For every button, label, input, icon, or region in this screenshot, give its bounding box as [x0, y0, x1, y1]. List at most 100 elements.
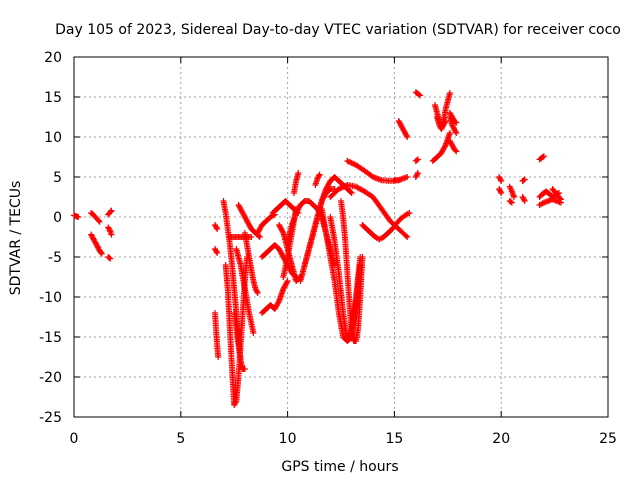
- series-markers: [429, 130, 453, 164]
- series-track-ae: [327, 182, 411, 240]
- series-track-d: [105, 207, 115, 218]
- series-markers: [536, 153, 547, 163]
- y-tick-label: -15: [39, 330, 62, 346]
- y-tick-label: -10: [39, 290, 62, 306]
- series-track-aj: [412, 89, 423, 99]
- series-markers: [212, 310, 222, 360]
- series-track-ax: [519, 194, 528, 204]
- series-track-l: [226, 234, 255, 240]
- series-track-ag: [359, 210, 413, 243]
- series-markers: [88, 231, 105, 257]
- series-markers: [506, 183, 517, 200]
- y-tick-label: 20: [44, 50, 62, 66]
- series-track-aq: [446, 138, 460, 155]
- series-markers: [391, 174, 411, 184]
- series-markers: [412, 156, 421, 164]
- series-markers: [506, 198, 515, 206]
- series-markers: [231, 310, 248, 372]
- series-track-p: [241, 230, 261, 296]
- series-markers: [233, 246, 257, 336]
- series-markers: [226, 234, 255, 240]
- series-markers: [536, 196, 564, 208]
- series-markers: [519, 194, 528, 204]
- y-tick-label: -25: [39, 410, 62, 426]
- series-track-z: [301, 186, 338, 268]
- y-tick-label: -5: [48, 250, 62, 266]
- series-track-au: [506, 183, 517, 200]
- series-markers: [88, 210, 103, 225]
- x-tick-label: 25: [599, 431, 617, 447]
- y-tick-label: -20: [39, 370, 62, 386]
- series-markers: [105, 254, 114, 262]
- grid-lines: [74, 57, 608, 417]
- x-tick-label: 0: [70, 431, 79, 447]
- series-track-as: [496, 174, 505, 184]
- series-track-b: [88, 210, 103, 225]
- series-markers: [259, 278, 291, 316]
- series-track-e: [105, 224, 115, 238]
- series-markers: [446, 138, 460, 155]
- series-markers: [212, 246, 221, 256]
- series-track-ba: [536, 196, 564, 208]
- series-markers: [254, 211, 278, 236]
- series-track-ai: [395, 118, 411, 140]
- series-markers: [338, 198, 366, 344]
- series-track-av: [506, 198, 515, 206]
- series-track-ao: [434, 114, 449, 132]
- series-track-aw: [519, 176, 528, 184]
- series-track-i: [212, 246, 221, 256]
- series-markers: [291, 170, 302, 196]
- data-points: [71, 89, 564, 408]
- series-track-am: [429, 130, 453, 164]
- series-track-c: [88, 231, 105, 257]
- series-markers: [496, 186, 505, 196]
- series-markers: [395, 118, 411, 140]
- series-track-ah: [391, 174, 411, 184]
- series-track-f: [105, 254, 114, 262]
- series-track-aa: [312, 171, 323, 188]
- series-track-h: [212, 222, 221, 232]
- series-track-g: [212, 310, 222, 360]
- series-track-ar: [446, 110, 460, 126]
- x-tick-label: 20: [492, 431, 510, 447]
- series-markers: [412, 170, 421, 180]
- series-markers: [241, 230, 261, 296]
- series-markers: [549, 186, 564, 203]
- series-track-n: [233, 246, 257, 336]
- series-track-a: [71, 212, 82, 220]
- x-tick-label: 10: [279, 431, 297, 447]
- series-markers: [359, 210, 413, 243]
- series-track-r: [259, 278, 291, 316]
- series-markers: [105, 207, 115, 218]
- series-track-w: [291, 170, 302, 196]
- x-tick-label: 5: [176, 431, 185, 447]
- series-markers: [496, 174, 505, 184]
- series-track-ay: [536, 153, 547, 163]
- series-track-bb: [549, 186, 564, 203]
- x-axis-ticks: 0 5 10 15 20 25: [70, 431, 617, 447]
- series-markers: [71, 212, 82, 220]
- plot-frame: [73, 56, 609, 418]
- series-markers: [446, 110, 460, 126]
- series-markers: [519, 176, 528, 184]
- series-track-ad: [338, 198, 366, 344]
- series-markers: [412, 89, 423, 99]
- series-track-m: [231, 310, 248, 372]
- series-markers: [327, 182, 411, 240]
- y-tick-label: 0: [53, 210, 62, 226]
- series-track-ak: [412, 170, 421, 180]
- series-track-q: [254, 211, 278, 236]
- y-tick-label: 5: [53, 170, 62, 186]
- series-markers: [434, 114, 449, 132]
- series-markers: [312, 171, 323, 188]
- y-tick-label: 10: [44, 130, 62, 146]
- series-markers: [301, 186, 338, 268]
- series-track-al: [412, 156, 421, 164]
- y-axis-ticks: -25 -20 -15 -10 -5 0 5 10 15 20: [39, 50, 62, 426]
- series-markers: [105, 224, 115, 238]
- series-markers: [212, 222, 221, 232]
- y-axis-label: SDTVAR / TECUs: [8, 181, 24, 296]
- x-tick-label: 15: [385, 431, 403, 447]
- axes: [73, 56, 609, 418]
